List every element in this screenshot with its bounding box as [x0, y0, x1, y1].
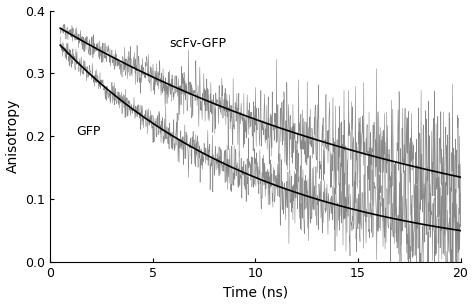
Text: scFv-GFP: scFv-GFP: [169, 37, 226, 50]
X-axis label: Time (ns): Time (ns): [223, 285, 288, 300]
Text: GFP: GFP: [77, 125, 101, 138]
Y-axis label: Anisotropy: Anisotropy: [6, 99, 19, 174]
